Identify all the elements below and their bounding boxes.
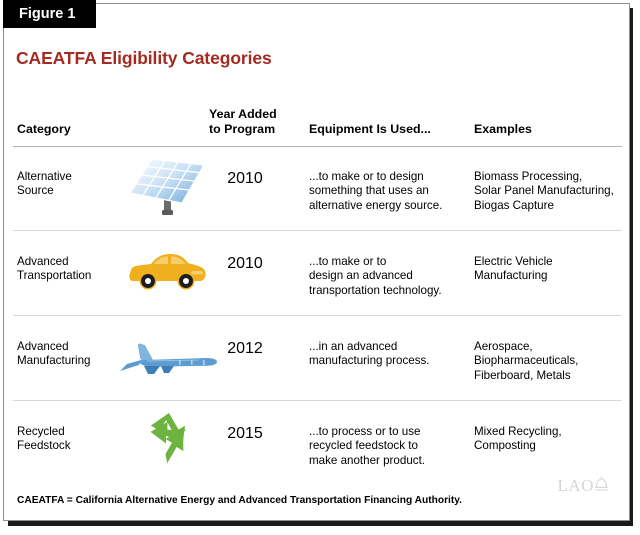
cell-year: 2010 [227,170,263,187]
cell-examples: Electric Vehicle Manufacturing [474,255,553,283]
table-row: Alternative Source [13,146,622,231]
table-row: Recycled Feedstock 2015 ...to process or… [13,401,622,486]
capitol-dome-icon [594,475,609,497]
cell-year: 2010 [227,255,263,272]
figure-card: CAEATFA Eligibility Categories Category … [3,3,630,521]
header-rule [13,146,622,147]
table-row: Advanced Manufacturing [13,316,622,401]
column-header-category: Category [17,122,71,136]
car-icon [127,239,209,307]
column-header-examples: Examples [474,122,532,136]
cell-category: Alternative Source [17,170,72,198]
cell-category: Advanced Manufacturing [17,340,91,368]
cell-category: Advanced Transportation [17,255,92,283]
page-title: CAEATFA Eligibility Categories [16,48,272,68]
cell-equipment: ...to make or to design something that u… [309,170,443,212]
cell-equipment: ...to make or to design an advanced tran… [309,255,442,297]
lao-logo: LAO [558,475,609,497]
figure-number-tab: Figure 1 [3,0,96,28]
eligibility-table: Category Year Added to Program Equipment… [13,89,622,486]
cell-category: Recycled Feedstock [17,425,71,453]
column-header-equipment: Equipment Is Used... [309,122,431,136]
cell-year: 2015 [227,425,263,442]
solar-panel-icon [127,154,209,222]
cell-year: 2012 [227,340,263,357]
airplane-icon [117,324,222,392]
figure-inner: CAEATFA Eligibility Categories Category … [4,32,631,522]
cell-examples: Mixed Recycling, Composting [474,425,562,453]
table-row: Advanced Transportation [13,231,622,316]
footnote-text: CAEATFA = California Alternative Energy … [17,495,463,506]
column-header-year: Year Added to Program [209,107,277,136]
table-header-row: Category Year Added to Program Equipment… [13,89,622,147]
lao-logo-text: LAO [557,476,594,495]
recycle-icon [133,407,215,475]
cell-equipment: ...in an advanced manufacturing process. [309,340,430,368]
cell-examples: Aerospace, Biopharmaceuticals, Fiberboar… [474,340,579,382]
cell-examples: Biomass Processing, Solar Panel Manufact… [474,170,614,212]
cell-equipment: ...to process or to use recycled feedsto… [309,425,426,467]
